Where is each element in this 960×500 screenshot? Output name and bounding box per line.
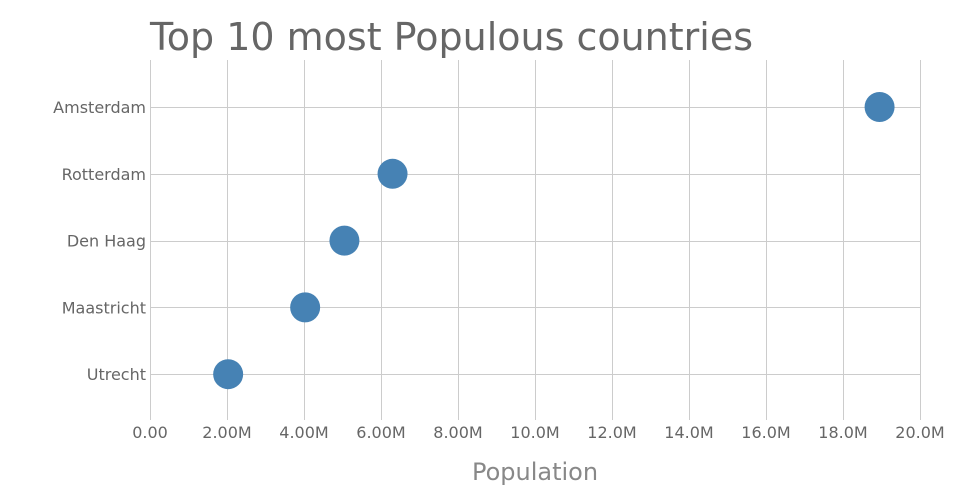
chart-title: Top 10 most Populous countries	[149, 15, 753, 59]
x-tick-label: 12.0M	[587, 423, 636, 442]
data-point[interactable]	[213, 359, 244, 390]
x-tick-label: 2.00M	[202, 423, 251, 442]
x-tick-label: 14.0M	[664, 423, 713, 442]
data-points	[213, 92, 895, 390]
x-tick-label: 6.00M	[356, 423, 405, 442]
y-tick-label: Rotterdam	[62, 165, 146, 184]
grid-layer	[150, 60, 921, 420]
x-tick-label: 4.00M	[279, 423, 328, 442]
x-tick-label: 20.0M	[895, 423, 944, 442]
y-tick-label: Maastricht	[62, 298, 146, 317]
x-axis-labels: 0.00 2.00M 4.00M 6.00M 8.00M 10.0M 12.0M 14.0M 1…	[132, 423, 945, 442]
x-tick-label: 8.00M	[433, 423, 482, 442]
y-tick-label: Den Haag	[67, 232, 146, 251]
data-point[interactable]	[290, 292, 321, 323]
y-tick-label: Utrecht	[87, 365, 146, 384]
data-point[interactable]	[864, 92, 895, 122]
x-tick-label: 18.0M	[818, 423, 867, 442]
x-tick-label: 16.0M	[741, 423, 790, 442]
y-axis-labels: Amsterdam Rotterdam Den Haag Maastricht Utre…	[53, 98, 146, 384]
x-tick-label: 10.0M	[510, 423, 559, 442]
x-tick-label: 0.00	[132, 423, 168, 442]
data-point[interactable]	[329, 225, 360, 256]
x-axis-title: Population	[472, 458, 598, 486]
data-point[interactable]	[377, 158, 408, 189]
y-tick-label: Amsterdam	[53, 98, 146, 117]
